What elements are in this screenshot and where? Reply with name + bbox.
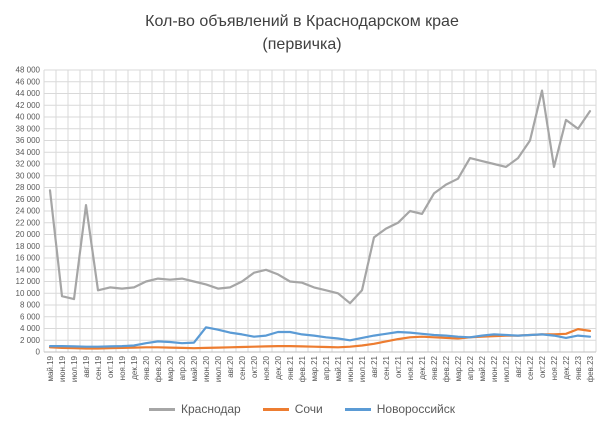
y-tick-label: 20 000 [16,230,41,239]
x-tick-label: янв.23 [574,356,583,381]
legend-label: Сочи [294,402,323,417]
x-tick-label: дек.20 [274,356,283,380]
y-tick-label: 36 000 [16,136,41,145]
x-tick-label: янв.20 [142,356,151,381]
y-tick-label: 46 000 [16,78,41,87]
y-tick-label: 30 000 [16,172,41,181]
x-tick-label: май.21 [334,356,343,382]
legend-line-swatch [262,407,289,411]
x-tick-label: фев.23 [586,356,595,383]
legend-item: Сочи [262,402,323,417]
y-tick-label: 32 000 [16,160,41,169]
y-tick-label: 14 000 [16,266,41,275]
legend-item: Новороссийск [344,402,456,417]
x-tick-label: сен.20 [238,356,247,381]
x-tick-label: май.22 [478,356,487,382]
y-tick-label: 34 000 [16,148,41,157]
y-tick-label: 12 000 [16,277,41,286]
y-tick-label: 0 [36,348,41,357]
series-line-Новороссийск [48,326,592,349]
series-line-Краснодар [48,89,592,305]
y-tick-label: 40 000 [16,113,41,122]
x-tick-label: ноя.19 [118,356,127,381]
x-tick-label: май.19 [46,356,55,382]
y-tick-label: 8 000 [20,301,41,310]
x-tick-label: сен.21 [382,356,391,381]
x-tick-label: авг.20 [226,356,235,378]
y-tick-label: 42 000 [16,101,41,110]
x-tick-label: ноя.20 [262,356,271,381]
x-tick-label: мар.20 [166,356,175,382]
x-tick-label: мар.22 [454,356,463,382]
y-tick-label: 2 000 [20,336,41,345]
x-tick-label: апр.22 [466,356,475,381]
x-tick-label: ноя.22 [550,356,559,381]
chart-title: Кол-во объявлений в Краснодарском крае (… [0,0,604,56]
legend-line-swatch [148,407,175,411]
y-tick-label: 28 000 [16,183,41,192]
x-tick-label: июн.19 [58,356,67,383]
x-tick-label: май.20 [190,356,199,382]
x-tick-label: фев.20 [154,356,163,383]
y-tick-label: 6 000 [20,313,41,322]
x-tick-label: апр.20 [178,356,187,381]
y-tick-label: 10 000 [16,289,41,298]
chart-title-line2: (первичка) [262,36,342,54]
x-tick-label: окт.19 [106,356,115,378]
y-tick-label: 18 000 [16,242,41,251]
y-tick-label: 26 000 [16,195,41,204]
line-chart-plot: 0 2 000 4 000 6 000 8 000 10 000 12 000 14 000 1… [16,66,597,383]
x-tick-label: июл.22 [502,356,511,383]
x-tick-label: фев.21 [298,356,307,383]
x-tick-label: янв.22 [430,356,439,381]
chart-legend: Краснодар Сочи Новороссийск [0,402,604,416]
legend-line-swatch [344,407,371,411]
series-line-Сочи [48,328,592,350]
x-tick-label: июл.21 [358,356,367,383]
x-tick-label: сен.19 [94,356,103,381]
x-tick-label: дек.22 [562,356,571,380]
y-tick-label: 38 000 [16,125,41,134]
x-tick-label: июн.21 [346,356,355,383]
x-tick-label: апр.21 [322,356,331,381]
x-tick-label: июн.20 [202,356,211,383]
y-tick-label: 24 000 [16,207,41,216]
x-tick-label: июл.19 [70,356,79,383]
x-tick-label: дек.19 [130,356,139,380]
x-tick-label: окт.21 [394,356,403,378]
x-tick-label: авг.22 [514,356,523,378]
x-tick-label: окт.22 [538,356,547,378]
y-tick-label: 22 000 [16,219,41,228]
y-tick-label: 44 000 [16,89,41,98]
legend-item: Краснодар [148,402,241,417]
x-tick-label: ноя.21 [406,356,415,381]
x-tick-label: сен.22 [526,356,535,381]
x-tick-label: авг.21 [370,356,379,378]
legend-label: Новороссийск [376,402,456,417]
y-tick-label: 4 000 [20,324,41,333]
x-tick-label: окт.20 [250,356,259,378]
y-tick-label: 16 000 [16,254,41,263]
x-tick-label: мар.21 [310,356,319,382]
x-tick-label: июл.20 [214,356,223,383]
x-tick-label: июн.22 [490,356,499,383]
x-tick-label: дек.21 [418,356,427,380]
x-tick-label: янв.21 [286,356,295,381]
x-tick-label: фев.22 [442,356,451,383]
legend-label: Краснодар [180,402,241,417]
y-tick-label: 48 000 [16,66,41,75]
x-tick-label: авг.19 [82,356,91,378]
chart-title-line1: Кол-во объявлений в Краснодарском крае [145,13,459,30]
